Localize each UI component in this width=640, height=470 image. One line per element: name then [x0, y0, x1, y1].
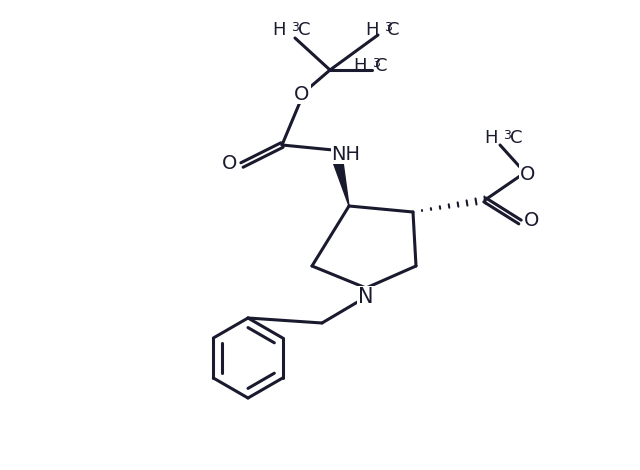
Text: O: O: [222, 154, 237, 172]
Text: H: H: [365, 21, 379, 39]
Text: 3: 3: [291, 21, 299, 34]
Text: C: C: [510, 129, 522, 147]
Text: 3: 3: [372, 57, 380, 70]
Text: C: C: [375, 57, 387, 75]
Text: H: H: [273, 21, 286, 39]
Text: C: C: [298, 21, 310, 39]
Polygon shape: [333, 162, 349, 206]
Text: 3: 3: [503, 129, 511, 142]
Text: O: O: [524, 211, 540, 229]
Text: H: H: [484, 129, 498, 147]
Text: NH: NH: [332, 144, 360, 164]
Text: N: N: [358, 287, 374, 307]
Text: C: C: [387, 21, 399, 39]
Text: 3: 3: [384, 21, 392, 34]
Text: H: H: [353, 57, 367, 75]
Text: O: O: [520, 164, 536, 183]
Text: O: O: [294, 85, 310, 103]
